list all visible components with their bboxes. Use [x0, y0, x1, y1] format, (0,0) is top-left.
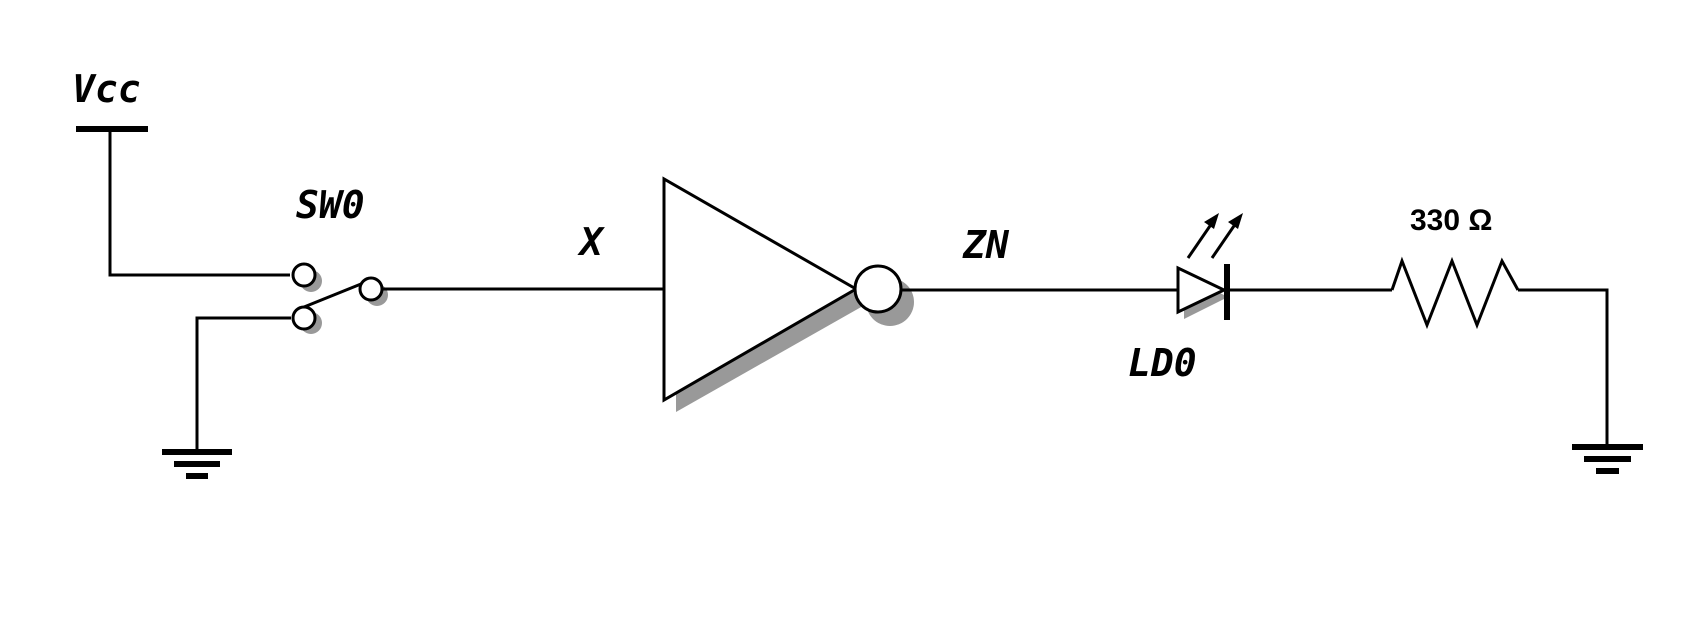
inverter-bubble [853, 264, 903, 314]
ground-right [1572, 444, 1643, 474]
switch-lever [303, 282, 362, 309]
net-x: X [382, 220, 664, 291]
resistor-zigzag [1390, 256, 1520, 330]
switch-top-contact [291, 262, 317, 288]
led-label: LD0 [1128, 341, 1197, 385]
vcc-wire [108, 129, 290, 277]
led-ld0: LD0 [1128, 213, 1243, 385]
switch-common-contact [358, 276, 384, 302]
inverter [662, 176, 914, 412]
led-arrowhead-2 [1228, 213, 1243, 229]
resistor-label: 330 Ω [1410, 204, 1492, 237]
vcc-label: Vcc [72, 67, 141, 111]
resistor-330: 330 Ω [1229, 204, 1609, 447]
led-emission-arrow-1 [1186, 222, 1214, 259]
led-triangle [1176, 265, 1228, 315]
net-zn-label: ZN [962, 223, 1010, 267]
switch-label: SW0 [296, 183, 365, 227]
resistor-lead-right [1518, 288, 1609, 447]
switch-bottom-contact [291, 305, 317, 331]
inverter-triangle [662, 176, 860, 403]
switch-sw0: SW0 [291, 183, 388, 334]
net-zn: ZN [901, 223, 1178, 292]
led-emission-arrow-2 [1210, 222, 1238, 259]
ground-left-wire [195, 316, 291, 452]
ground-left [162, 316, 291, 479]
vcc-supply: Vcc [72, 67, 290, 277]
net-x-label: X [577, 220, 605, 264]
led-arrowhead-1 [1204, 213, 1219, 229]
